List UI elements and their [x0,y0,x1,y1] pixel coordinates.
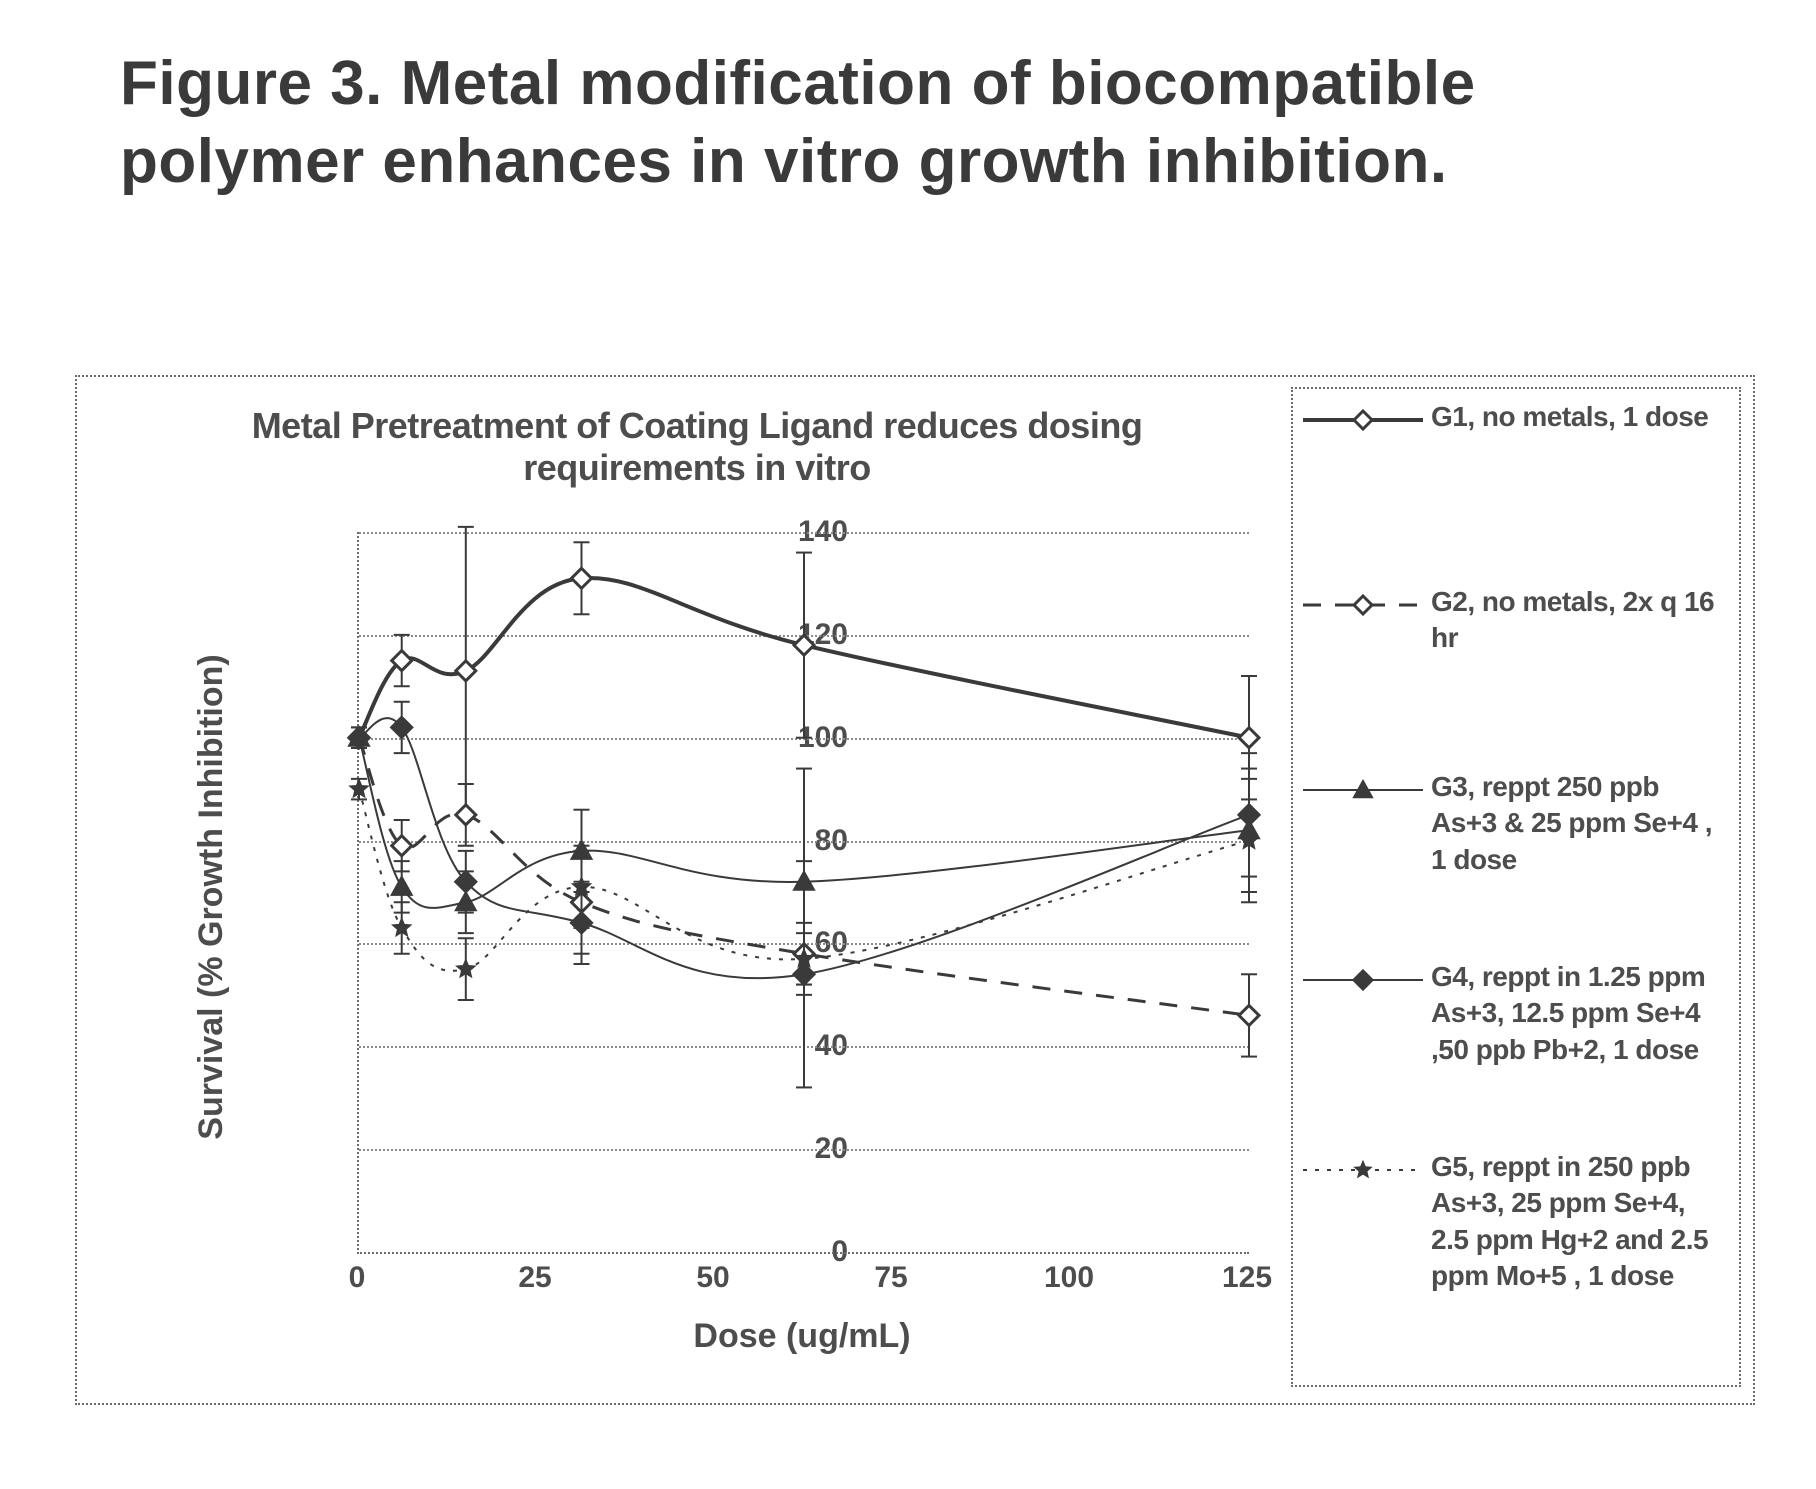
chart-container: Metal Pretreatment of Coating Ligand red… [75,375,1755,1405]
figure-title: Figure 3. Metal modification of biocompa… [120,45,1680,200]
legend-item-G5: G5, reppt in 250 ppb As+3, 25 ppm Se+4, … [1303,1149,1729,1295]
legend-label-G5: G5, reppt in 250 ppb As+3, 25 ppm Se+4, … [1431,1149,1729,1295]
y-axis-label: Survival (% Growth Inhibition) [192,537,231,1257]
legend-label-G4: G4, reppt in 1.25 ppm As+3, 12.5 ppm Se+… [1431,959,1729,1068]
legend-label-G3: G3, reppt 250 ppb As+3 & 25 ppm Se+4 , 1… [1431,769,1729,878]
legend-item-G3: G3, reppt 250 ppb As+3 & 25 ppm Se+4 , 1… [1303,769,1729,878]
x-tick: 75 [851,1261,931,1295]
x-tick: 50 [673,1261,753,1295]
plot-svg [359,532,1249,1252]
legend-item-G1: G1, no metals, 1 dose [1303,399,1729,435]
legend-sample-G5 [1303,1155,1423,1185]
x-tick: 0 [317,1261,397,1295]
legend-item-G4: G4, reppt in 1.25 ppm As+3, 12.5 ppm Se+… [1303,959,1729,1068]
legend-label-G2: G2, no metals, 2x q 16 hr [1431,584,1729,657]
legend: G1, no metals, 1 dose G2, no metals, 2x q… [1291,387,1741,1387]
x-tick: 125 [1207,1261,1287,1295]
legend-sample-G3 [1303,775,1423,805]
x-tick: 25 [495,1261,575,1295]
legend-sample-G2 [1303,590,1423,620]
legend-item-G2: G2, no metals, 2x q 16 hr [1303,584,1729,657]
x-tick: 100 [1029,1261,1109,1295]
x-axis-label: Dose (ug/mL) [357,1317,1247,1356]
plot-area [357,532,1249,1254]
legend-sample-G1 [1303,405,1423,435]
chart-title: Metal Pretreatment of Coating Ligand red… [207,405,1187,489]
legend-sample-G4 [1303,965,1423,995]
legend-label-G1: G1, no metals, 1 dose [1431,399,1729,435]
